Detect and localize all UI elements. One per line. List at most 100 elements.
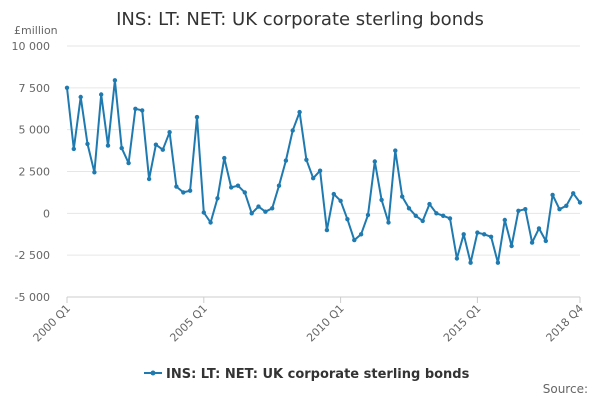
data-point[interactable] <box>235 183 241 188</box>
y-tick-label: -5 000 <box>15 291 50 304</box>
data-point[interactable] <box>427 201 432 207</box>
data-point[interactable] <box>297 109 302 115</box>
data-point[interactable] <box>222 155 227 161</box>
data-point[interactable] <box>441 213 446 218</box>
data-point[interactable] <box>99 92 104 97</box>
data-point[interactable] <box>92 170 97 175</box>
data-point[interactable] <box>406 206 412 211</box>
data-point[interactable] <box>201 210 206 215</box>
data-point[interactable] <box>454 256 460 261</box>
data-point[interactable] <box>78 94 83 100</box>
data-point[interactable] <box>550 192 555 198</box>
data-point[interactable] <box>393 148 398 153</box>
data-point[interactable] <box>324 227 330 233</box>
data-point[interactable] <box>475 230 480 235</box>
y-tick-label: 5 000 <box>19 124 51 137</box>
data-point[interactable] <box>516 208 521 213</box>
data-point[interactable] <box>215 196 220 201</box>
y-tick-label: 0 <box>43 207 50 220</box>
data-point[interactable] <box>249 211 254 216</box>
data-point[interactable] <box>242 190 247 195</box>
data-point[interactable] <box>571 191 576 196</box>
data-point[interactable] <box>208 220 213 225</box>
data-point[interactable] <box>461 232 466 237</box>
data-point[interactable] <box>564 203 569 208</box>
data-point[interactable] <box>187 188 193 193</box>
data-point[interactable] <box>194 114 200 120</box>
y-tick-label: -2 500 <box>15 249 50 262</box>
data-point[interactable] <box>181 190 186 195</box>
data-point[interactable] <box>126 160 131 166</box>
data-point[interactable] <box>270 206 275 211</box>
data-point[interactable] <box>509 243 514 249</box>
y-axis-unit-label: £million <box>14 24 58 37</box>
data-point[interactable] <box>345 217 350 222</box>
y-tick-label: 2 500 <box>19 166 51 179</box>
legend-marker-swatch <box>150 370 156 376</box>
data-point[interactable] <box>338 198 343 203</box>
x-tick-label: 2015 Q1 <box>441 302 484 345</box>
data-point[interactable] <box>153 142 159 147</box>
x-tick-label: 2005 Q1 <box>167 302 210 345</box>
data-point[interactable] <box>352 237 357 243</box>
data-point[interactable] <box>119 145 124 151</box>
x-tick-label: 2018 Q4 <box>544 302 587 345</box>
data-point[interactable] <box>543 238 548 244</box>
data-point[interactable] <box>557 207 562 212</box>
data-point[interactable] <box>413 213 418 218</box>
data-point[interactable] <box>365 212 371 218</box>
data-point[interactable] <box>523 207 528 212</box>
data-point[interactable] <box>488 234 494 239</box>
y-tick-label: 7 500 <box>19 82 51 95</box>
data-point[interactable] <box>577 200 583 205</box>
data-point[interactable] <box>112 78 118 83</box>
data-point[interactable] <box>283 158 289 163</box>
data-point[interactable] <box>160 147 165 152</box>
legend-label: INS: LT: NET: UK corporate sterling bond… <box>166 367 470 382</box>
data-point[interactable] <box>317 168 323 173</box>
data-point[interactable] <box>290 128 295 133</box>
data-point[interactable] <box>276 183 282 188</box>
data-point[interactable] <box>420 218 425 224</box>
data-point[interactable] <box>331 191 336 197</box>
data-point[interactable] <box>529 240 535 245</box>
data-point[interactable] <box>146 176 152 182</box>
y-axis-ticks: 10 000 7 500 5 000 2 500 0 -2 500 -5 000 <box>12 40 51 304</box>
data-point[interactable] <box>105 143 111 148</box>
data-point[interactable] <box>482 232 487 237</box>
data-point[interactable] <box>133 106 138 112</box>
data-point[interactable] <box>64 85 70 91</box>
data-point[interactable] <box>495 260 501 265</box>
data-point[interactable] <box>311 176 316 181</box>
gridlines <box>67 45 580 298</box>
data-point[interactable] <box>447 216 453 221</box>
data-point[interactable] <box>358 232 364 237</box>
x-tick-label: 2000 Q1 <box>31 302 74 345</box>
data-point[interactable] <box>71 146 77 152</box>
data-point[interactable] <box>468 260 473 265</box>
data-point[interactable] <box>372 159 377 164</box>
data-point[interactable] <box>400 194 405 199</box>
x-tick-label: 2010 Q1 <box>304 302 347 345</box>
data-point[interactable] <box>304 157 309 162</box>
data-point[interactable] <box>229 185 234 190</box>
data-point[interactable] <box>386 220 391 225</box>
chart-title: INS: LT: NET: UK corporate sterling bond… <box>116 9 484 30</box>
data-point[interactable] <box>85 141 90 147</box>
data-point[interactable] <box>434 211 439 216</box>
data-point[interactable] <box>167 130 172 135</box>
legend[interactable]: INS: LT: NET: UK corporate sterling bond… <box>144 367 470 382</box>
data-point[interactable] <box>379 197 384 203</box>
x-axis-ticks: 2000 Q1 2005 Q1 2010 Q1 2015 Q1 2018 Q4 <box>31 297 587 345</box>
data-point[interactable] <box>502 217 507 223</box>
series-line-group <box>64 78 583 265</box>
data-point[interactable] <box>140 108 145 113</box>
y-tick-label: 10 000 <box>12 40 51 53</box>
data-point[interactable] <box>536 226 542 231</box>
series-line <box>66 79 581 264</box>
source-label: Source: <box>543 382 588 396</box>
data-point[interactable] <box>263 209 268 214</box>
data-point[interactable] <box>174 184 179 189</box>
data-point[interactable] <box>256 204 261 209</box>
